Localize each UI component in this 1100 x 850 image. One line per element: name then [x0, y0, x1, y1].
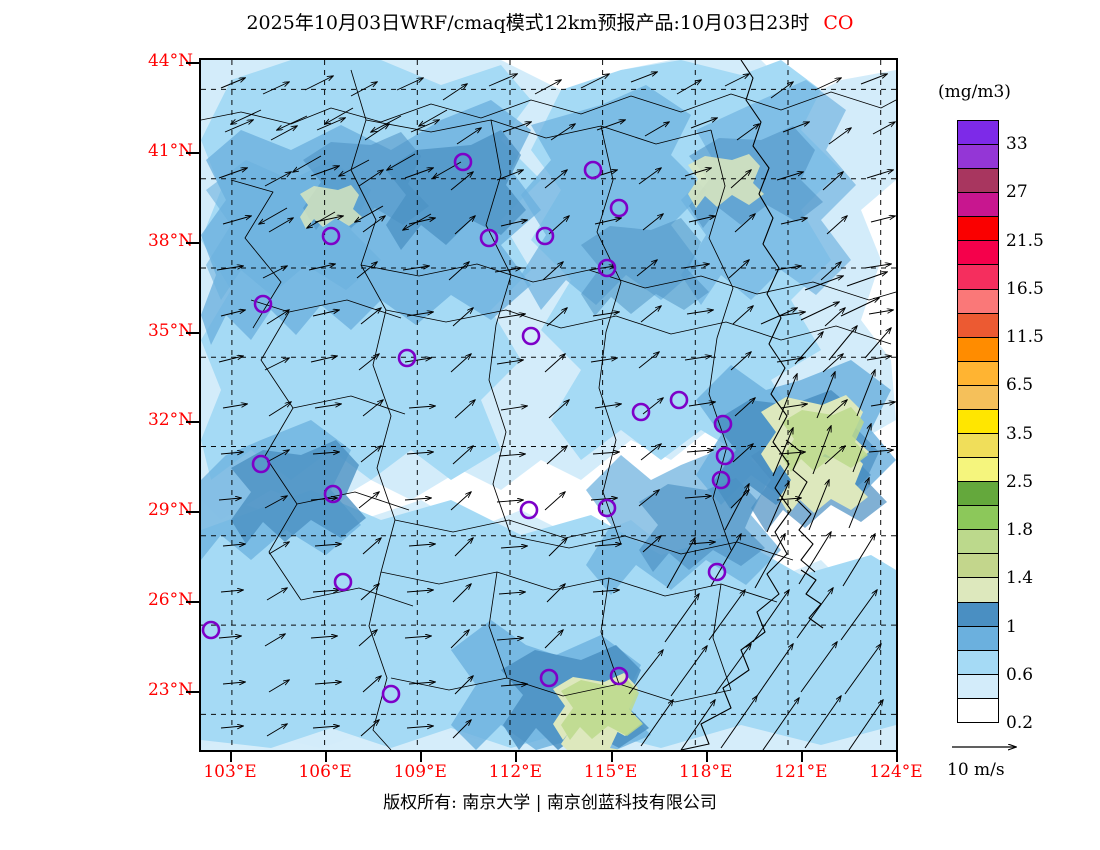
map-canvas	[201, 60, 896, 750]
map-plot-frame[interactable]	[199, 58, 898, 752]
y-axis-label: 44°N	[147, 51, 193, 71]
x-axis-tick	[230, 752, 232, 762]
colorbar-tick-label: 0.6	[1006, 664, 1034, 685]
x-axis-label: 112°E	[488, 762, 543, 782]
y-axis-tick	[186, 331, 200, 334]
x-axis-label: 106°E	[298, 762, 352, 782]
colorbar-segment	[958, 385, 998, 410]
y-axis-label: 29°N	[147, 500, 193, 521]
colorbar-segment	[958, 458, 998, 483]
colorbar-segment	[958, 530, 998, 555]
colorbar-tick-label: 21.5	[1006, 230, 1044, 251]
y-axis-tick	[186, 601, 200, 604]
x-axis-label: 109°E	[393, 762, 447, 782]
colorbar-segment	[958, 145, 998, 170]
x-axis-tick	[325, 752, 328, 762]
x-axis-tick	[420, 752, 423, 762]
colorbar-segment	[958, 313, 998, 338]
x-axis-tick	[896, 752, 898, 762]
colorbar-units-label: (mg/m3)	[938, 82, 1011, 102]
city-marker-group	[201, 152, 735, 704]
x-axis-tick	[705, 752, 708, 762]
y-axis-tick	[186, 241, 200, 244]
colorbar-tick-label: 6.5	[1006, 375, 1034, 396]
x-axis-tick	[610, 752, 613, 762]
y-axis-label: 23°N	[147, 680, 193, 700]
colorbar-segment	[958, 698, 998, 722]
colorbar-segment	[958, 674, 998, 699]
y-axis-tick	[186, 151, 200, 154]
chart-title: 2025年10月03日WRF/cmaq模式12km预报产品:10月03日23时 C…	[0, 8, 1100, 35]
colorbar-segment	[958, 169, 998, 194]
colorbar-tick-label: 1.4	[1006, 568, 1034, 589]
wind-scale-key	[950, 735, 1080, 785]
title-species-label: CO	[823, 12, 854, 34]
colorbar-segment	[958, 482, 998, 507]
colorbar-segment	[958, 626, 998, 651]
title-text: 2025年10月03日WRF/cmaq模式12km预报产品:10月03日23时	[246, 12, 810, 34]
colorbar-segment	[958, 241, 998, 266]
colorbar-segment	[958, 337, 998, 362]
colorbar-segment	[958, 554, 998, 579]
wind-scale-label: 10 m/s	[947, 760, 1005, 780]
colorbar-segment	[958, 361, 998, 386]
colorbar-segment	[958, 506, 998, 531]
colorbar-segment	[958, 409, 998, 435]
x-axis-label: 103°E	[203, 762, 257, 782]
colorbar-segment	[958, 265, 998, 290]
colorbar[interactable]	[957, 120, 999, 723]
x-axis-label: 121°E	[774, 762, 828, 782]
colorbar-tick-label: 33	[1006, 134, 1028, 155]
x-axis-label: 115°E	[583, 762, 638, 782]
colorbar-segment	[958, 602, 998, 627]
colorbar-segment	[958, 217, 998, 242]
y-axis-label: 32°N	[147, 410, 193, 431]
colorbar-tick-label: 3.5	[1006, 423, 1034, 444]
x-axis-tick	[800, 752, 803, 762]
y-axis-tick	[186, 62, 200, 64]
colorbar-segment	[958, 434, 998, 459]
colorbar-tick-label: 2.5	[1006, 471, 1034, 492]
colorbar-segment	[958, 650, 998, 675]
wind-vector-field	[216, 72, 895, 739]
colorbar-segment	[958, 193, 998, 218]
x-axis-tick	[515, 752, 518, 762]
y-axis-label: 26°N	[147, 590, 193, 611]
colorbar-tick-label: 11.5	[1006, 327, 1044, 348]
colorbar-tick-label: 27	[1006, 182, 1028, 203]
colorbar-tick-label: 0.2	[1006, 713, 1034, 733]
y-axis-label: 41°N	[147, 140, 193, 161]
colorbar-segment	[958, 289, 998, 314]
colorbar-tick-label: 16.5	[1006, 278, 1044, 299]
colorbar-tick-label: 1.8	[1006, 520, 1034, 541]
y-axis-tick	[186, 421, 200, 424]
y-axis-label: 35°N	[147, 320, 193, 341]
x-axis-label: 118°E	[679, 762, 733, 782]
copyright-footer: 版权所有: 南京大学 | 南京创蓝科技有限公司	[383, 793, 717, 813]
y-axis-tick	[186, 511, 200, 514]
colorbar-segment	[958, 121, 998, 146]
y-axis-tick	[186, 691, 200, 693]
colorbar-tick-label: 1	[1006, 616, 1017, 637]
colorbar-segment	[958, 578, 998, 603]
x-axis-label: 124°E	[869, 762, 923, 782]
y-axis-label: 38°N	[147, 230, 193, 251]
